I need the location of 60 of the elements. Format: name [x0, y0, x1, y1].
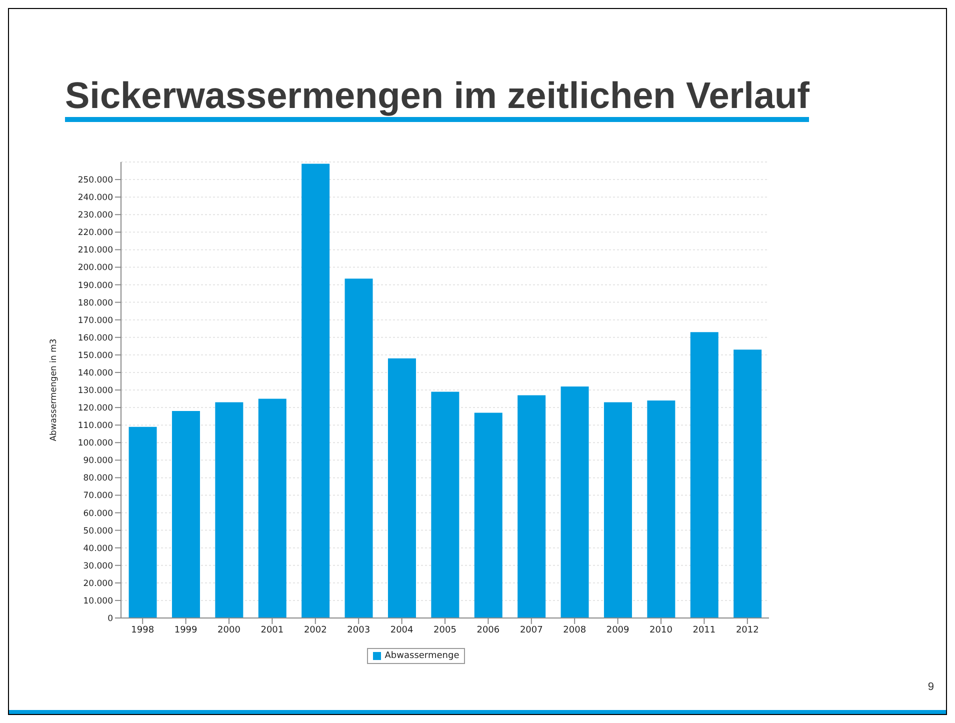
x-tick-label: 2012 [736, 625, 759, 636]
y-tick-label: 130.000 [78, 386, 113, 396]
x-tick-label: 2000 [218, 625, 241, 636]
y-tick-label: 0 [108, 614, 113, 624]
x-tick-label: 2009 [606, 625, 630, 636]
x-tick-label: 2001 [260, 625, 284, 636]
x-tick-label: 2002 [304, 625, 327, 636]
y-tick-label: 180.000 [78, 298, 113, 308]
y-tick-label: 30.000 [83, 561, 113, 572]
bar [258, 398, 286, 618]
legend-label: Abwassermenge [366, 648, 466, 664]
bar [172, 411, 200, 618]
y-tick-label: 150.000 [78, 350, 113, 361]
y-tick-label: 190.000 [78, 280, 113, 291]
x-tick-label: 2005 [434, 625, 456, 636]
text: 9 [928, 681, 934, 693]
y-tick-label: 170.000 [78, 316, 113, 326]
y-tick-label: 70.000 [83, 491, 113, 502]
x-tick-label: 1999 [174, 625, 198, 636]
x-tick-label: 2006 [476, 625, 500, 636]
y-tick-label: 240.000 [78, 193, 113, 204]
chart-title: Sickerwassermengen im zeitlichen Verlauf [65, 75, 810, 122]
y-tick-label: 250.000 [78, 176, 113, 186]
bar [431, 392, 460, 618]
y-axis-title: Abwassermengen in m3 [49, 338, 60, 442]
y-tick-label: 100.000 [78, 438, 113, 449]
y-tick-label: 40.000 [83, 544, 113, 554]
bar [690, 332, 718, 618]
y-tick-label: 140.000 [78, 368, 113, 378]
bar [474, 412, 502, 618]
x-tick-label: 2004 [390, 625, 414, 636]
y-tick-label: 200.000 [78, 263, 113, 274]
x-tick-label: 1998 [131, 625, 154, 636]
y-tick-label: 120.000 [78, 404, 113, 414]
bar [344, 278, 373, 618]
y-tick-label: 230.000 [78, 210, 113, 221]
x-tick-label: 2008 [563, 625, 586, 636]
y-tick-label: 60.000 [83, 508, 113, 519]
bar [302, 164, 330, 618]
bar [128, 426, 157, 618]
y-tick-label: 50.000 [83, 526, 113, 536]
y-tick-label: 10.000 [83, 596, 113, 606]
bar [560, 386, 589, 618]
x-tick-label: 2010 [650, 625, 673, 636]
x-tick-label: 2003 [347, 625, 370, 636]
y-tick-label: 80.000 [83, 474, 113, 484]
bar [734, 350, 762, 618]
bar [388, 358, 416, 618]
y-tick-label: 110.000 [78, 421, 113, 432]
bar [215, 402, 244, 618]
x-tick-label: 2011 [692, 625, 716, 636]
bar [604, 402, 632, 618]
y-tick-label: 210.000 [78, 246, 113, 256]
bar [518, 395, 546, 618]
y-tick-label: 160.000 [78, 333, 113, 344]
bar [647, 400, 676, 618]
y-tick-label: 90.000 [83, 456, 113, 466]
y-tick-label: 20.000 [83, 578, 113, 589]
y-tick-label: 220.000 [78, 228, 113, 238]
x-tick-label: 2007 [520, 625, 543, 636]
